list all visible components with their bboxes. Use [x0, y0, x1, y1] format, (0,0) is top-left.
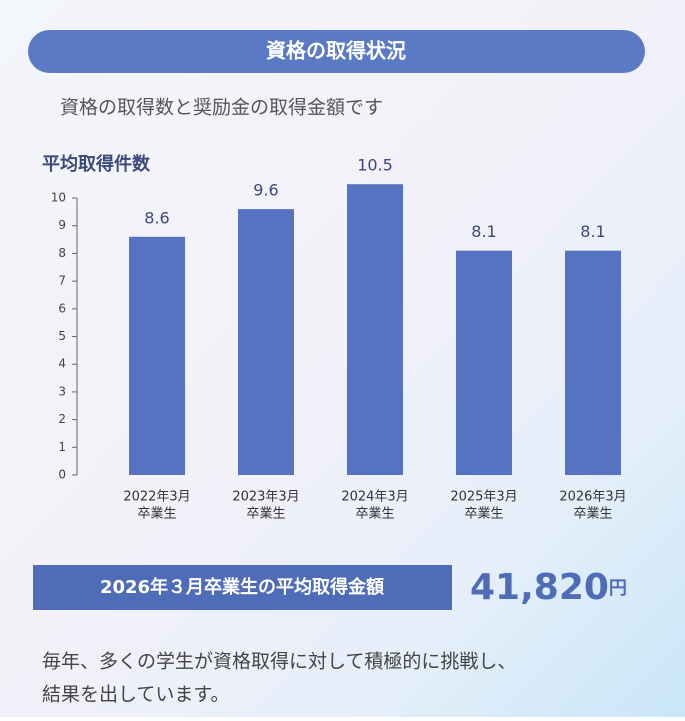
- y-tick-label: 6: [58, 301, 66, 315]
- summary-amount: 41,820円: [470, 567, 627, 608]
- x-tick-label: 2024年3月: [341, 490, 408, 505]
- title: 資格の取得状況: [266, 39, 406, 63]
- y-tick-label: 3: [58, 384, 66, 398]
- value-label: 8.1: [580, 222, 605, 241]
- y-tick-label: 2: [58, 412, 66, 426]
- y-tick-label: 5: [58, 329, 66, 343]
- summary-label: 2026年３月卒業生の平均取得金額: [100, 576, 384, 598]
- title-pill: [28, 30, 645, 73]
- value-label: 8.1: [471, 222, 496, 241]
- y-tick-label: 8: [58, 246, 66, 260]
- x-tick-label: 2026年3月: [559, 490, 626, 505]
- summary-box: [33, 565, 452, 610]
- plot: 0123456789102022年3月卒業生8.62023年3月卒業生9.620…: [51, 156, 627, 522]
- y-tick-label: 9: [58, 218, 66, 232]
- bar: [565, 250, 621, 475]
- x-tick-label: 2023年3月: [232, 490, 299, 505]
- x-tick-label: 卒業生: [464, 506, 503, 522]
- subtitle: 資格の取得数と奨励金の取得金額です: [60, 97, 383, 119]
- unit: 円: [609, 578, 627, 599]
- x-tick-label: 卒業生: [573, 506, 612, 522]
- bar: [238, 209, 294, 475]
- x-tick-label: 卒業生: [137, 506, 176, 522]
- bar: [129, 236, 185, 475]
- y-axis-label: 平均取得件数: [42, 153, 151, 175]
- y-tick-label: 4: [58, 357, 66, 371]
- value-label: 9.6: [253, 181, 278, 200]
- amount: 41,820: [470, 567, 609, 608]
- footer-line: 結果を出しています。: [42, 684, 230, 706]
- value-label: 10.5: [357, 156, 393, 175]
- x-tick-label: 2025年3月: [450, 490, 517, 505]
- x-tick-label: 2022年3月: [123, 490, 190, 505]
- y-tick-label: 1: [58, 440, 66, 454]
- x-tick-label: 卒業生: [246, 506, 285, 522]
- y-tick-label: 0: [58, 468, 66, 482]
- bar: [456, 250, 512, 475]
- y-tick-label: 10: [51, 191, 66, 205]
- value-label: 8.6: [144, 208, 169, 227]
- y-tick-label: 7: [58, 274, 66, 288]
- x-tick-label: 卒業生: [355, 506, 394, 522]
- bar: [347, 184, 403, 475]
- footer-line: 毎年、多くの学生が資格取得に対して積極的に挑戦し、: [42, 651, 516, 673]
